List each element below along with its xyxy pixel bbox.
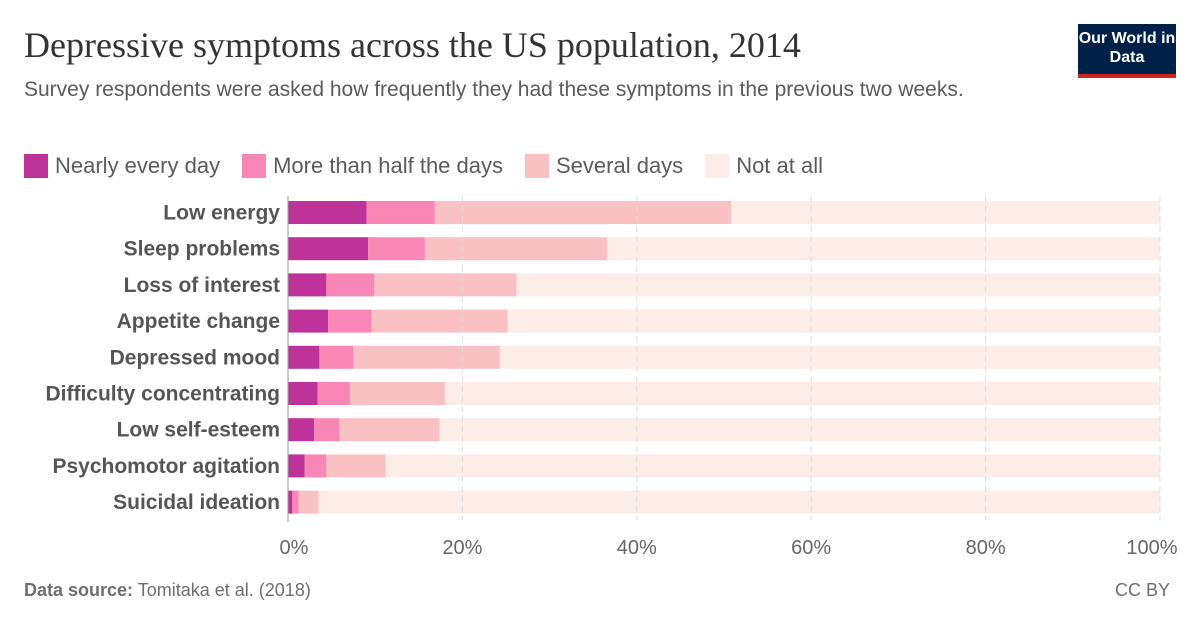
- legend-item[interactable]: Nearly every day: [24, 153, 220, 179]
- legend: Nearly every day More than half the days S…: [24, 153, 823, 179]
- bar-segment: [288, 490, 293, 514]
- x-tick-label: 0%: [280, 537, 309, 559]
- category-label: Sleep problems: [124, 238, 280, 261]
- bar-segment: [288, 418, 315, 442]
- chart-subtitle: Survey respondents were asked how freque…: [24, 78, 964, 101]
- bar-segment: [326, 273, 375, 297]
- bar-segment: [326, 454, 386, 478]
- bar-segment: [288, 454, 305, 478]
- legend-item[interactable]: Not at all: [705, 153, 823, 179]
- bar-segment: [353, 345, 500, 369]
- bar-segment: [339, 418, 440, 442]
- bar-segment: [374, 273, 517, 297]
- bar-segment: [318, 490, 1160, 514]
- legend-label: Several days: [556, 153, 684, 178]
- bar-segment: [444, 382, 1161, 405]
- bar-segment: [385, 454, 1160, 478]
- data-source: Data source: Tomitaka et al. (2018): [24, 580, 311, 601]
- bar-segment: [288, 345, 320, 369]
- bar-segment: [317, 382, 350, 405]
- category-label: Depressed mood: [110, 346, 280, 369]
- legend-swatch: [24, 154, 48, 178]
- bar-segment: [288, 309, 329, 333]
- bar-segment: [292, 490, 299, 514]
- bar-segment: [288, 273, 327, 297]
- bar-segment: [304, 454, 327, 478]
- bar-segment: [607, 237, 1160, 261]
- x-tick-label: 40%: [617, 537, 657, 559]
- category-label: Difficulty concentrating: [45, 383, 280, 406]
- category-label: Suicidal ideation: [113, 491, 280, 514]
- legend-item[interactable]: Several days: [525, 153, 683, 179]
- category-label: Appetite change: [117, 310, 280, 333]
- bar-segment: [298, 490, 319, 514]
- bar-segment: [371, 309, 508, 333]
- bar-segment: [434, 201, 731, 224]
- bar-segment: [507, 309, 1160, 333]
- bar-segment: [499, 345, 1160, 369]
- bar-segment: [368, 237, 425, 261]
- legend-swatch: [242, 154, 267, 178]
- x-tick-label: 60%: [791, 537, 831, 559]
- legend-label: Nearly every day: [55, 153, 221, 178]
- bar-segment: [288, 237, 369, 261]
- bar-segment: [288, 201, 367, 224]
- bar-segment: [314, 418, 340, 442]
- bar-segment: [730, 201, 1160, 224]
- bar-segment: [516, 273, 1160, 297]
- bar-segment: [349, 382, 445, 405]
- category-label: Low self-esteem: [117, 419, 280, 442]
- legend-item[interactable]: More than half the days: [242, 153, 503, 179]
- x-tick-label: 20%: [442, 537, 482, 559]
- owid-logo[interactable]: Our World in Data: [1078, 24, 1176, 78]
- bar-segment: [328, 309, 372, 333]
- category-label: Loss of interest: [124, 274, 280, 297]
- legend-label: More than half the days: [273, 153, 503, 178]
- x-tick-label: 100%: [1126, 537, 1177, 559]
- chart-title: Depressive symptoms across the US popula…: [24, 25, 801, 65]
- bar-segment: [319, 345, 354, 369]
- bar-segment: [424, 237, 608, 261]
- category-label: Psychomotor agitation: [52, 455, 280, 478]
- category-label: Low energy: [163, 202, 280, 225]
- license[interactable]: CC BY: [1114, 580, 1170, 600]
- legend-label: Not at all: [736, 153, 824, 178]
- legend-swatch: [525, 154, 549, 178]
- bar-segment: [288, 382, 318, 405]
- x-tick-label: 80%: [966, 537, 1006, 559]
- source-text[interactable]: Tomitaka et al. (2018): [137, 580, 311, 600]
- bar-segment: [439, 418, 1160, 442]
- source-label: Data source:: [24, 580, 134, 600]
- legend-swatch: [705, 154, 730, 178]
- bar-segment: [366, 201, 435, 224]
